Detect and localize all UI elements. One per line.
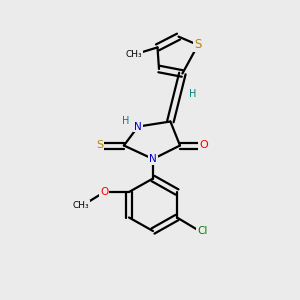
Text: S: S [194, 38, 202, 52]
Text: S: S [96, 140, 103, 151]
Text: O: O [100, 187, 109, 197]
Text: O: O [199, 140, 208, 151]
Text: Cl: Cl [197, 226, 208, 236]
Text: H: H [189, 89, 197, 100]
Text: CH₃: CH₃ [125, 50, 142, 58]
Text: H: H [122, 116, 130, 126]
Text: N: N [134, 122, 142, 132]
Text: CH₃: CH₃ [73, 201, 89, 210]
Text: N: N [149, 154, 157, 164]
